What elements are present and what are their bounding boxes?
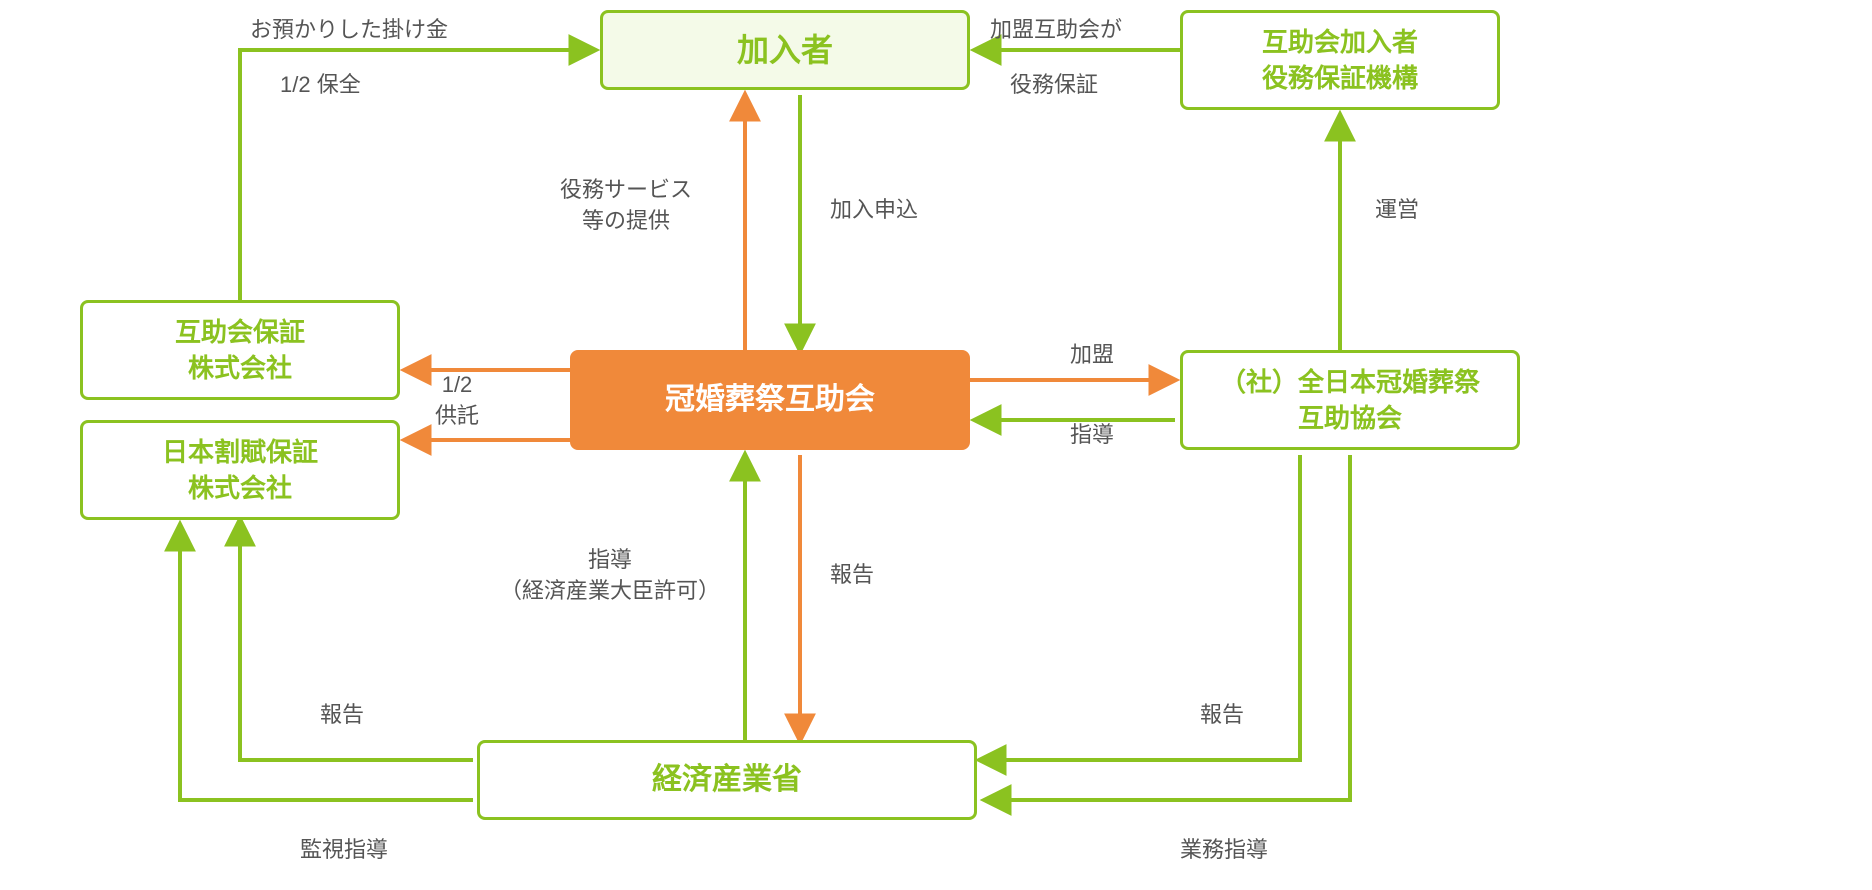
node-center-org: 冠婚葬祭互助会 <box>570 350 970 450</box>
label-kamei: 加盟 <box>1070 340 1114 371</box>
node-kappu-kk: 日本割賦保証 株式会社 <box>80 420 400 520</box>
node-label: 冠婚葬祭互助会 <box>665 379 875 421</box>
label-okazukari: お預かりした掛け金 <box>250 15 448 46</box>
label-hozen: 1/2 保全 <box>280 70 361 101</box>
label-kyotaku: 1/2 供託 <box>435 370 479 432</box>
label-kanshi: 監視指導 <box>300 835 388 866</box>
node-label: 互助会加入者 役務保証機構 <box>1262 24 1418 97</box>
node-label: 日本割賦保証 株式会社 <box>162 434 318 507</box>
node-meti: 経済産業省 <box>477 740 977 820</box>
node-label: （社）全日本冠婚葬祭 互助協会 <box>1220 364 1480 437</box>
label-hokoku2: 報告 <box>320 700 364 731</box>
node-label: 加入者 <box>737 28 833 73</box>
node-subscriber: 加入者 <box>600 10 970 90</box>
label-yakumu-service: 役務サービス 等の提供 <box>560 175 692 237</box>
label-hokoku3: 報告 <box>1200 700 1244 731</box>
label-unei: 運営 <box>1375 195 1419 226</box>
node-label: 経済産業省 <box>652 759 802 801</box>
node-guarantee-org: 互助会加入者 役務保証機構 <box>1180 10 1500 110</box>
node-hosho-kk: 互助会保証 株式会社 <box>80 300 400 400</box>
label-yakumu-hosho: 役務保証 <box>1010 70 1098 101</box>
node-zenkoku: （社）全日本冠婚葬祭 互助協会 <box>1180 350 1520 450</box>
label-kanyumoshikomi: 加入申込 <box>830 195 918 226</box>
label-shido2: 指導 （経済産業大臣許可） <box>500 545 720 607</box>
label-gyomu: 業務指導 <box>1180 835 1268 866</box>
label-shido1: 指導 <box>1070 420 1114 451</box>
label-hokoku1: 報告 <box>830 560 874 591</box>
label-kamei-gojokai: 加盟互助会が <box>990 15 1122 46</box>
node-label: 互助会保証 株式会社 <box>175 314 305 387</box>
